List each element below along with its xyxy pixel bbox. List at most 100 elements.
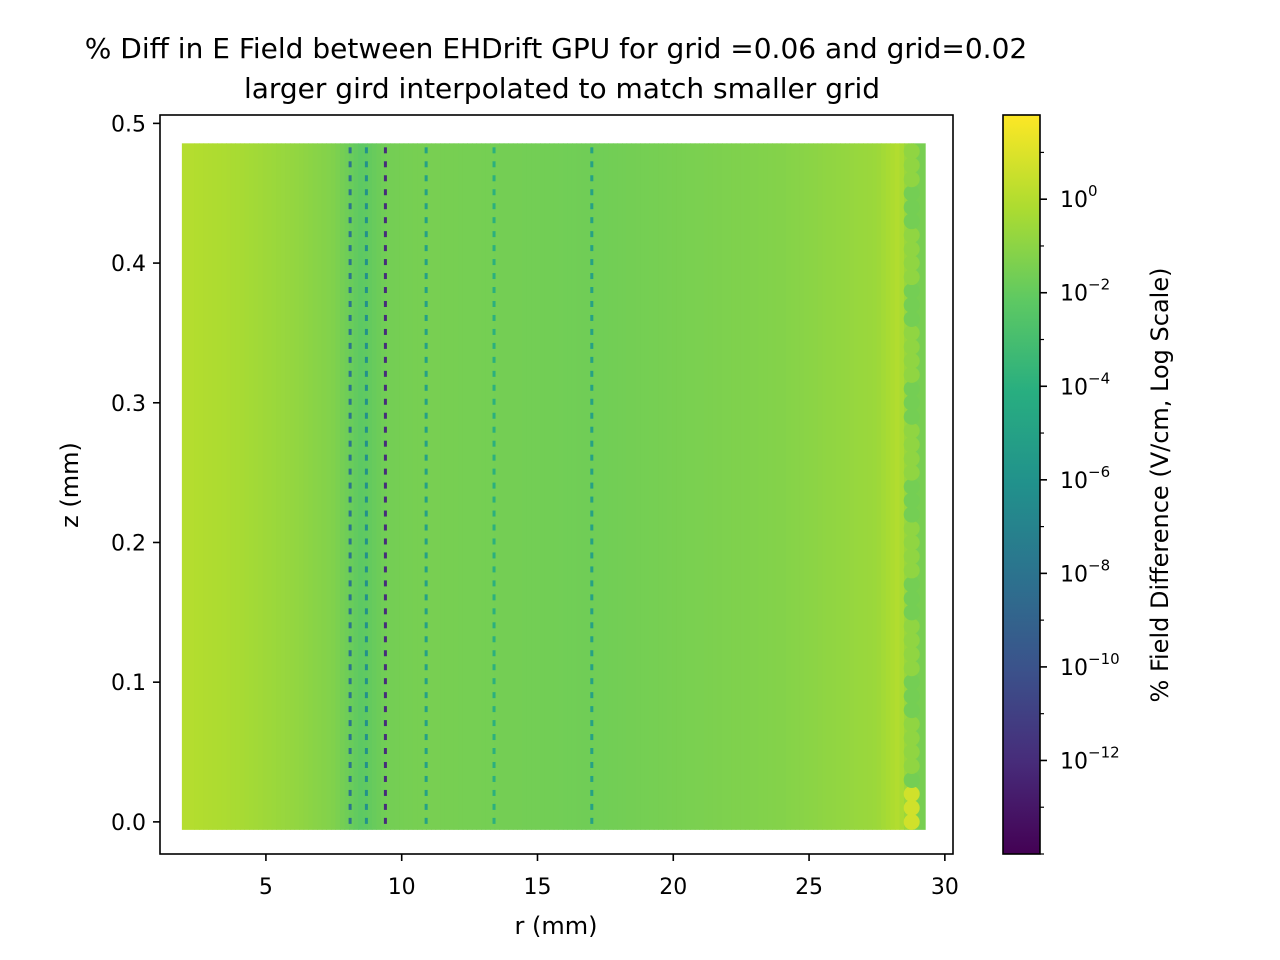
scatter-band — [703, 143, 710, 830]
scatter-point-edge — [903, 227, 920, 244]
scatter-band — [844, 143, 851, 830]
scatter-point-low — [383, 217, 387, 224]
scatter-point-low — [424, 594, 428, 601]
scatter-point-edge — [903, 716, 920, 733]
scatter-band — [449, 143, 455, 830]
scatter-point-low — [364, 664, 368, 671]
scatter-point-low — [492, 231, 496, 238]
scatter-band — [239, 143, 246, 830]
scatter-band — [353, 143, 359, 830]
scatter-point-low — [383, 384, 387, 391]
scatter-point-low — [590, 356, 594, 363]
scatter-point-low — [364, 370, 368, 377]
scatter-point-low — [590, 440, 594, 447]
scatter-point-edge — [903, 785, 920, 802]
scatter-point-low — [383, 803, 387, 810]
scatter-point-edge — [903, 562, 920, 579]
scatter-point-low — [492, 356, 496, 363]
scatter-point-edge — [903, 422, 920, 439]
x-tick-label: 30 — [931, 875, 959, 900]
scatter-point-low — [348, 789, 352, 796]
scatter-point-low — [492, 426, 496, 433]
scatter-point-low — [348, 342, 352, 349]
scatter-point-low — [424, 412, 428, 419]
scatter-point-low — [590, 775, 594, 782]
scatter-point-low — [383, 356, 387, 363]
scatter-band — [517, 143, 523, 830]
x-tick-label: 5 — [259, 875, 273, 900]
scatter-point-low — [348, 412, 352, 419]
scatter-point-low — [424, 552, 428, 559]
scatter-band — [253, 143, 259, 830]
scatter-point-low — [492, 538, 496, 545]
scatter-point-low — [364, 720, 368, 727]
scatter-point-low — [383, 706, 387, 713]
scatter-point-edge — [903, 283, 920, 300]
scatter-band — [740, 143, 746, 830]
scatter-band — [854, 143, 860, 830]
scatter-band — [412, 143, 418, 830]
scatter-point-low — [348, 259, 352, 266]
scatter-point-low — [348, 203, 352, 210]
scatter-point-low — [590, 789, 594, 796]
y-tick-label: 0.1 — [111, 671, 146, 696]
scatter-point-low — [364, 678, 368, 685]
scatter-point-low — [424, 803, 428, 810]
scatter-point-low — [590, 748, 594, 755]
scatter-point-low — [364, 328, 368, 335]
scatter-band — [385, 143, 391, 830]
scatter-band — [685, 143, 691, 830]
scatter-point-low — [364, 734, 368, 741]
scatter-point-low — [424, 245, 428, 252]
scatter-band — [672, 143, 678, 830]
scatter-point-low — [492, 748, 496, 755]
scatter-point-edge — [903, 366, 920, 383]
scatter-band — [553, 143, 559, 830]
chart-title-line-1: % Diff in E Field between EHDrift GPU fo… — [85, 32, 1027, 65]
scatter-band — [531, 143, 537, 830]
scatter-band — [499, 143, 505, 830]
scatter-band — [203, 143, 209, 830]
scatter-band — [876, 143, 882, 830]
scatter-band — [267, 143, 273, 830]
x-tick-label: 25 — [795, 875, 823, 900]
scatter-point-low — [364, 580, 368, 587]
scatter-point-low — [383, 496, 387, 503]
scatter-point-edge — [903, 688, 920, 705]
scatter-band — [408, 143, 414, 830]
scatter-point-low — [383, 328, 387, 335]
scatter-point-low — [424, 175, 428, 182]
scatter-band — [335, 143, 341, 830]
scatter-band — [731, 143, 737, 830]
scatter-point-low — [364, 482, 368, 489]
scatter-point-low — [383, 789, 387, 796]
scatter-point-low — [348, 720, 352, 727]
chart-title-line-2: larger gird interpolated to match smalle… — [244, 72, 880, 105]
scatter-point-low — [590, 761, 594, 768]
scatter-band — [576, 143, 582, 830]
scatter-band — [885, 143, 892, 830]
scatter-point-low — [383, 761, 387, 768]
y-tick-label: 0.5 — [111, 112, 146, 137]
scatter-point-low — [424, 328, 428, 335]
scatter-band — [285, 143, 291, 830]
scatter-point-low — [364, 817, 368, 824]
scatter-point-low — [348, 678, 352, 685]
scatter-point-low — [348, 245, 352, 252]
scatter-band — [817, 143, 823, 830]
scatter-point-low — [590, 217, 594, 224]
scatter-band — [781, 143, 787, 830]
scatter-band — [458, 143, 464, 830]
scatter-point-low — [383, 622, 387, 629]
scatter-point-low — [424, 817, 428, 824]
scatter-point-low — [590, 538, 594, 545]
scatter-point-low — [383, 412, 387, 419]
scatter-point-low — [492, 510, 496, 517]
scatter-point-low — [383, 524, 387, 531]
scatter-point-low — [383, 817, 387, 824]
scatter-band — [867, 143, 873, 830]
scatter-point-low — [348, 175, 352, 182]
scatter-band — [258, 143, 264, 830]
scatter-band — [872, 143, 878, 830]
scatter-point-low — [492, 817, 496, 824]
